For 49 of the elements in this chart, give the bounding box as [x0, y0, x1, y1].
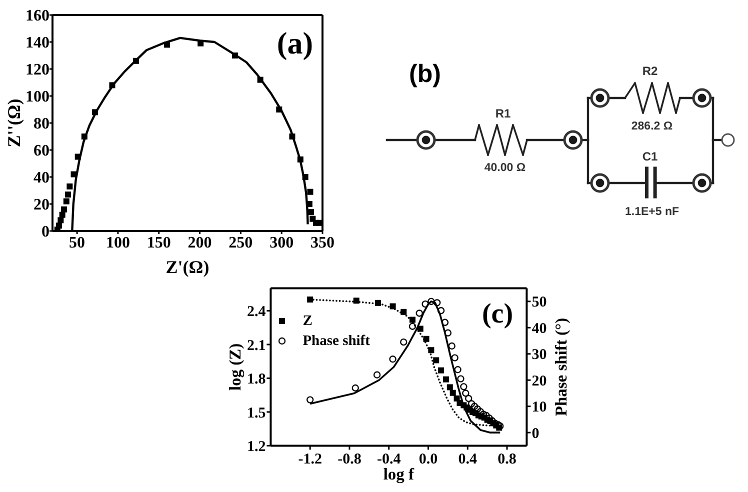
text: R2	[642, 64, 658, 78]
y-tick-label: 60	[34, 142, 50, 160]
y-tick-label: 140	[26, 34, 50, 52]
text: 40.00 Ω	[484, 162, 526, 174]
legend-label: Phase shift	[302, 332, 370, 352]
y2-tick-label: 10	[532, 400, 547, 416]
y-tick-label: 40	[34, 170, 50, 187]
y-tick-label: 2.1	[246, 338, 266, 354]
y-tick-label: 1.5	[246, 405, 266, 422]
x-tick-label: 0.0	[418, 451, 438, 468]
y-tick-label: 120	[26, 62, 50, 79]
y2-tick-label: 30	[532, 347, 547, 364]
y-tick-label: 100	[26, 88, 50, 106]
x-tick-label: 200	[188, 234, 212, 252]
text: C1	[642, 150, 658, 164]
y-axis-title: log (Z)	[226, 343, 244, 391]
x-tick-label: 350	[310, 234, 334, 252]
x-axis-title: Z'(Ω)	[166, 257, 210, 277]
x-tick-label: 0.4	[458, 451, 478, 468]
text: (b)	[409, 60, 441, 88]
x-tick-label: -1.2	[298, 451, 322, 468]
x-tick-label: 50	[69, 234, 86, 252]
y2-tick-label: 20	[532, 373, 547, 390]
y-tick-label: 80	[34, 116, 50, 133]
y2-tick-label: 40	[532, 320, 547, 337]
x-tick-label: 250	[228, 234, 253, 252]
x-tick-label: -0.4	[376, 451, 402, 468]
y2-tick-label: 50	[532, 294, 547, 311]
y-axis-title: Z''(Ω)	[4, 98, 24, 148]
y-tick-label: 20	[34, 196, 50, 214]
x-tick-label: 300	[270, 234, 294, 252]
y-tick-label: 0	[42, 224, 50, 241]
annotation: (a)	[276, 26, 314, 60]
x-tick-label: -0.8	[338, 451, 362, 468]
x-axis-title: log f	[383, 464, 415, 484]
x-tick-label: 150	[146, 234, 171, 252]
annotation: (c)	[482, 298, 514, 330]
legend-label: Z	[302, 312, 312, 332]
y-tick-label: 1.2	[246, 439, 266, 456]
x-tick-label: 100	[106, 234, 130, 252]
y-tick-label: 1.8	[246, 372, 266, 388]
text: 286.2 Ω	[631, 120, 673, 132]
text: R1	[495, 106, 511, 120]
y-tick-label: 160	[26, 8, 50, 25]
y2-axis-title: Phase shift (°)	[552, 318, 570, 416]
y2-tick-label: 0	[532, 426, 540, 442]
x-tick-label: 0.8	[498, 451, 516, 468]
y-tick-label: 2.4	[246, 304, 266, 320]
text: 1.1E+5 nF	[624, 206, 680, 218]
